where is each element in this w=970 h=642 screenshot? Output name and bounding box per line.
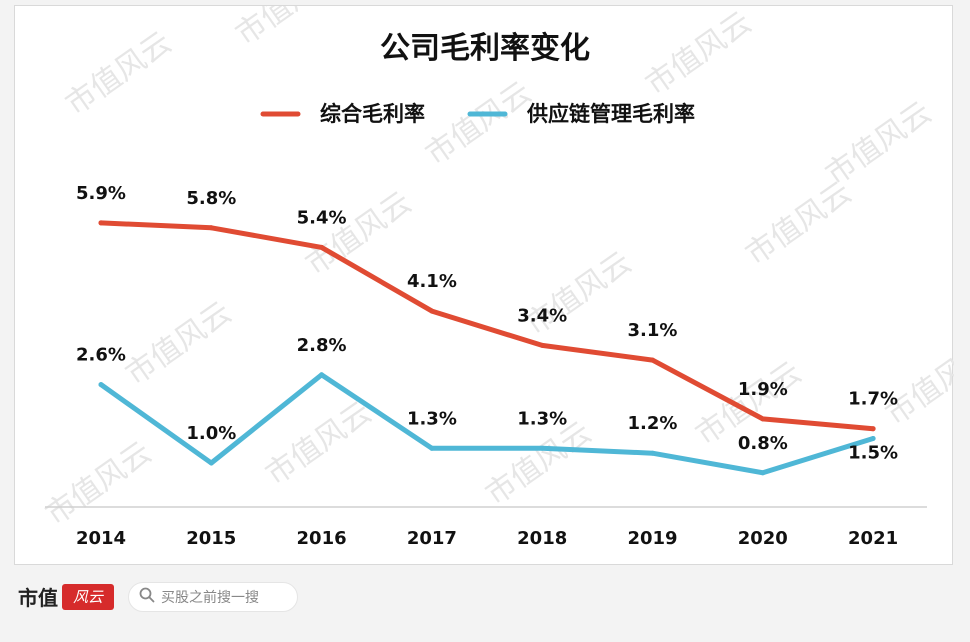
watermark-text: 市值风云 [230,6,348,53]
series-layer [98,220,876,476]
x-tick-label: 2015 [186,528,236,549]
data-point [870,436,876,441]
brand-logo[interactable]: 市值 风云 [18,582,114,611]
x-tick-label: 2017 [407,528,457,549]
data-point [650,357,655,363]
data-label: 5.8% [186,188,236,209]
search-placeholder: 买股之前搜一搜 [161,590,259,606]
data-label: 1.3% [517,408,567,429]
x-tick-label: 2019 [627,528,677,549]
legend-label: 综合毛利率 [320,102,425,126]
data-label: 1.5% [848,443,898,464]
watermark-text: 市值风云 [420,75,538,172]
brand-name: 市值 [18,586,58,610]
chart-title: 公司毛利率变化 [380,31,590,66]
x-tick-layer: 2014 2015 2016 2017 2018 2019 2020 2021 [76,528,898,549]
data-point [539,445,545,451]
watermark-text: 市值风云 [120,295,238,392]
data-label: 2.8% [297,335,347,356]
legend-label: 供应链管理毛利率 [526,102,695,126]
data-point [319,244,325,250]
data-label: 1.3% [407,408,457,429]
chart-frame: 市值风云 市值风云 市值风云 市值风云 市值风云 市值风云 市值风云 市值风云 市值风云 市值风云… [14,5,954,565]
search-input[interactable]: 买股之前搜一搜 [128,582,298,612]
watermark-text: 市值风云 [640,6,758,103]
data-point [429,445,435,451]
series-line-0 [98,220,876,432]
data-point [208,460,214,466]
data-point [98,220,104,226]
data-label: 3.4% [517,305,567,326]
data-point [760,416,766,422]
data-point [319,372,325,378]
series-line-1 [98,372,876,476]
data-point [208,225,214,231]
legend: 综合毛利率 供应链管理毛利率 [260,102,695,126]
data-label: 1.9% [738,379,788,400]
data-point [650,450,655,456]
data-label: 5.4% [297,207,347,228]
footer-bar: 市值 风云 买股之前搜一搜 [0,570,970,642]
data-label: 1.7% [848,389,898,410]
watermark-text: 市值风云 [60,25,178,122]
x-tick-label: 2014 [76,528,126,549]
search-icon [139,587,155,607]
x-tick-label: 2021 [848,528,898,549]
x-tick-label: 2016 [297,528,347,549]
data-label: 2.6% [76,345,126,366]
data-label: 5.9% [76,183,126,204]
watermark-text: 市值风云 [480,415,598,512]
chart: 市值风云市值风云市值风云市值风云市值风云市值风云市值风云市值风云市值风云市值风云… [40,6,954,549]
data-label: 1.2% [628,413,678,434]
brand-seal: 风云 [62,583,114,610]
data-point [98,382,104,388]
data-point [539,342,545,348]
x-tick-label: 2018 [517,528,567,549]
data-point [870,426,876,432]
watermark-text: 市值风云 [40,435,158,532]
x-tick-label: 2020 [738,528,788,549]
data-label: 4.1% [407,271,457,292]
watermark-text: 市值风云 [740,175,858,272]
watermark-text: 市值风云 [520,245,638,342]
data-label: 1.0% [186,423,236,444]
watermark-text: 市值风云 [880,335,954,432]
data-label-layer: 5.9% 5.8% 5.4% 4.1% 3.4% 3.1% 1.9% 1.7% 2.6% 1.0%… [76,183,898,464]
data-label: 0.8% [738,433,788,454]
data-label: 3.1% [628,320,678,341]
data-point [760,470,766,476]
data-point [429,308,435,314]
